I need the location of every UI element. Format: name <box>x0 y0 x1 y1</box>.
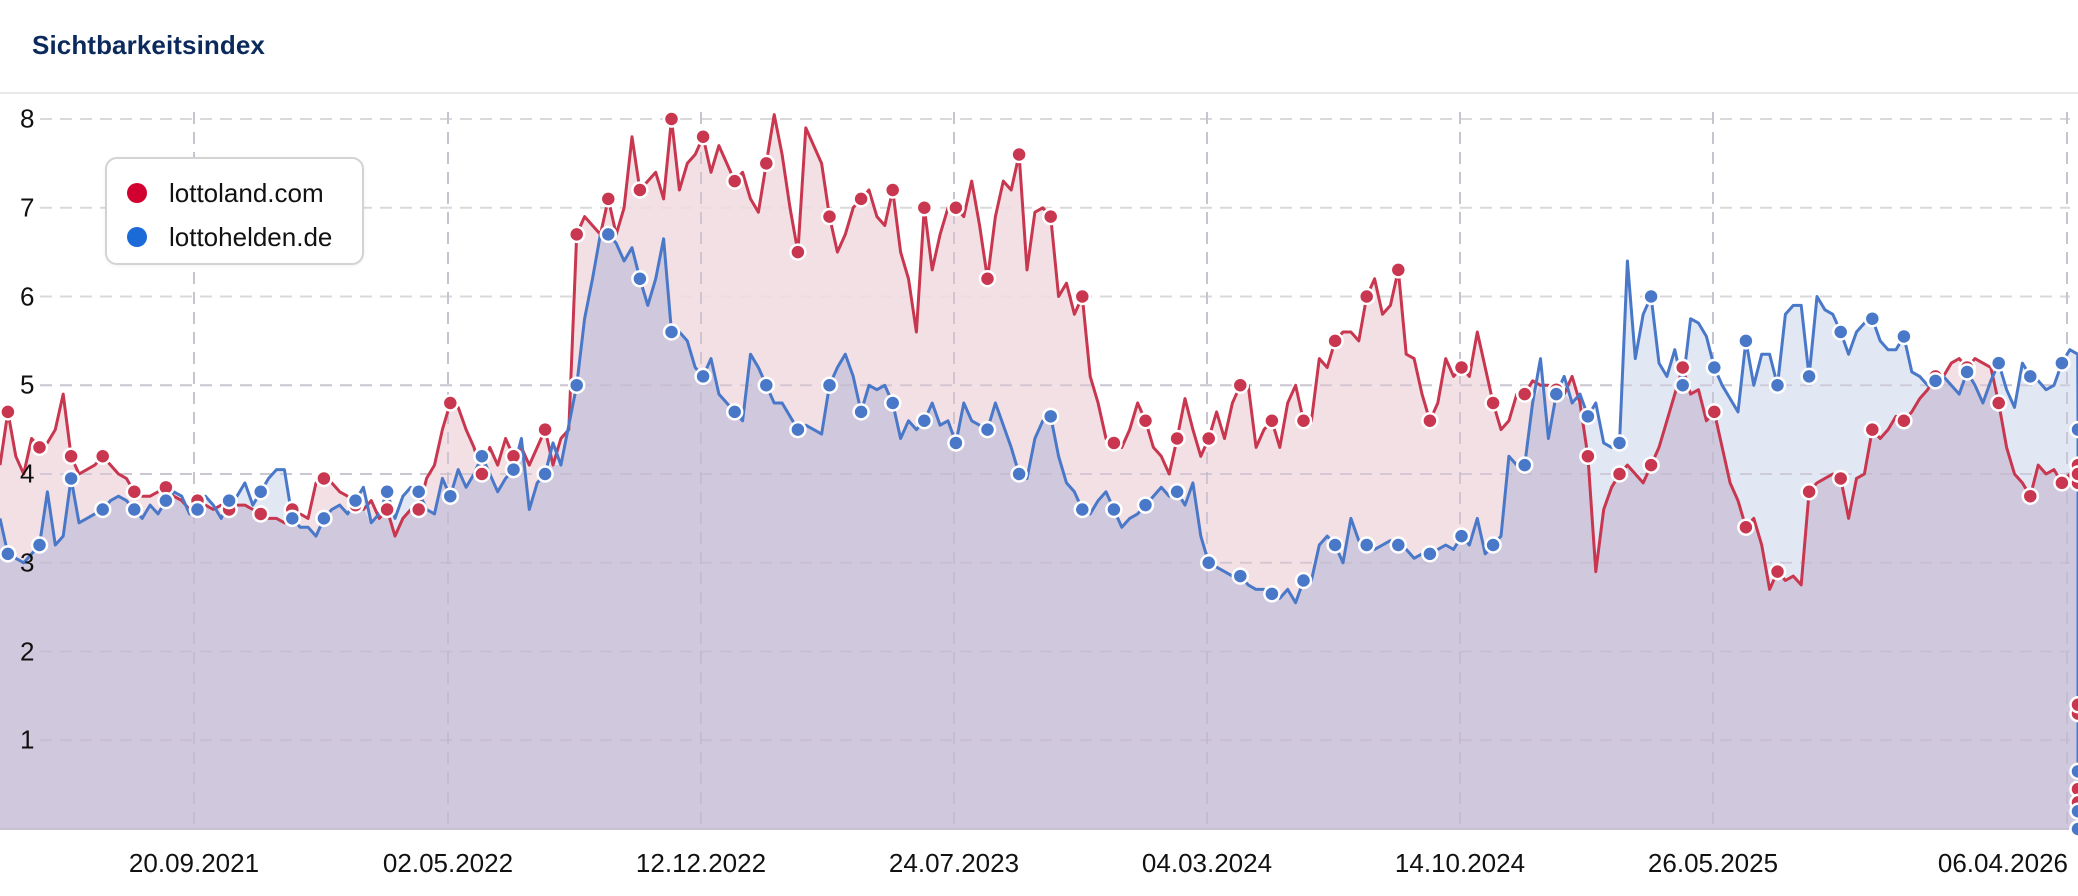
x-tick-label: 12.12.2022 <box>635 848 767 878</box>
chart-legend: lottoland.com lottohelden.de <box>105 157 364 265</box>
y-tick-label: 8 <box>20 103 35 134</box>
x-tick-label: 24.07.2023 <box>888 848 1020 878</box>
y-tick-label: 1 <box>20 724 35 755</box>
card-header: Sichtbarkeitsindex <box>0 0 2078 94</box>
y-tick-label: 7 <box>20 192 35 223</box>
x-tick-label: 06.04.2026 <box>1937 848 2068 878</box>
chart-areas <box>0 112 2078 830</box>
x-tick-label: 02.05.2022 <box>382 848 514 878</box>
y-tick-label: 4 <box>20 458 35 489</box>
legend-label-lottohelden: lottohelden.de <box>169 221 333 252</box>
y-tick-label: 5 <box>20 369 35 400</box>
y-tick-label: 3 <box>20 547 35 578</box>
x-tick-label: 26.05.2025 <box>1647 848 1779 878</box>
x-tick-label: 20.09.2021 <box>128 848 260 878</box>
card-title: Sichtbarkeitsindex <box>32 30 265 60</box>
legend-dot-icon-blue <box>127 227 147 247</box>
chart-markers <box>0 110 2078 838</box>
y-tick-label: 2 <box>20 636 35 666</box>
x-tick-label: 14.10.2024 <box>1394 848 1526 878</box>
x-tick-label: 04.03.2024 <box>1141 848 1273 878</box>
legend-item-lottohelden[interactable]: lottohelden.de <box>127 219 332 255</box>
legend-label-lottoland: lottoland.com <box>169 177 324 208</box>
legend-item-lottoland[interactable]: lottoland.com <box>127 175 324 211</box>
legend-dot-icon-red <box>127 183 147 203</box>
y-tick-label: 6 <box>20 281 35 311</box>
